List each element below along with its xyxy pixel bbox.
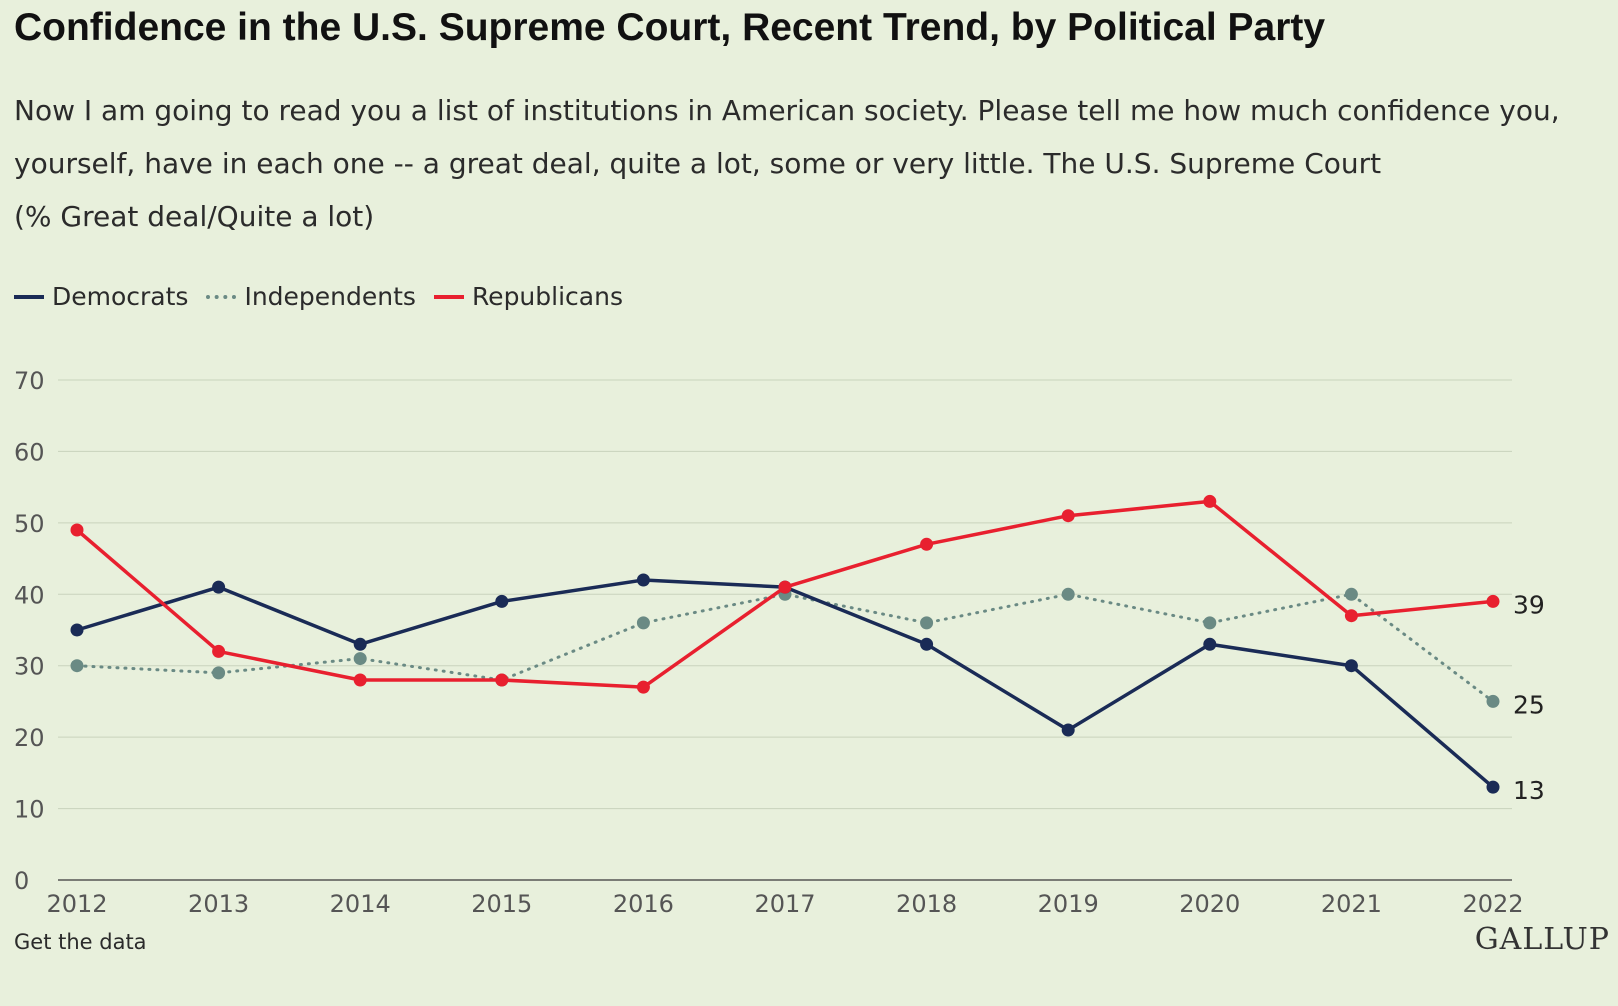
subtitle-line: (% Great deal/Quite a lot) [14, 200, 375, 233]
subtitle-line: Now I am going to read you a list of ins… [14, 94, 1560, 127]
data-point-independents [1344, 587, 1358, 601]
legend-item-republicans: Republicans [433, 282, 623, 311]
gallup-logo: GALLUP [1474, 922, 1610, 957]
chart-legend: Democrats Independents Republicans [14, 282, 641, 311]
data-point-republicans [1203, 494, 1217, 508]
data-point-independents [1203, 616, 1217, 630]
y-tick-label: 20 [14, 724, 45, 752]
x-tick-label: 2013 [188, 890, 249, 918]
subtitle-line: yourself, have in each one -- a great de… [14, 147, 1382, 180]
data-point-republicans [778, 580, 792, 594]
x-tick-label: 2017 [754, 890, 815, 918]
data-point-republicans [1344, 609, 1358, 623]
x-tick-label: 2020 [1179, 890, 1240, 918]
data-point-independents [920, 616, 934, 630]
y-tick-label: 60 [14, 438, 45, 466]
data-point-republicans [636, 680, 650, 694]
data-point-democrats [353, 637, 367, 651]
data-point-independents [353, 652, 367, 666]
data-point-independents [70, 659, 84, 673]
x-tick-label: 2021 [1321, 890, 1382, 918]
x-tick-label: 2022 [1462, 890, 1523, 918]
data-point-republicans [495, 673, 509, 687]
x-tick-label: 2015 [471, 890, 532, 918]
series-line-independents [75, 592, 1495, 703]
data-point-democrats [212, 580, 226, 594]
data-point-democrats [495, 594, 509, 608]
data-point-republicans [920, 537, 934, 551]
data-point-democrats [1486, 780, 1500, 794]
y-tick-label: 30 [14, 653, 45, 681]
data-point-democrats [1061, 723, 1075, 737]
y-tick-label: 50 [14, 510, 45, 538]
data-point-republicans [70, 523, 84, 537]
y-tick-label: 70 [14, 367, 45, 395]
y-tick-label: 0 [14, 867, 29, 895]
x-tick-label: 2019 [1038, 890, 1099, 918]
series-line-democrats [75, 578, 1495, 789]
data-point-democrats [920, 637, 934, 651]
x-tick-label: 2018 [896, 890, 957, 918]
data-point-independents [1061, 587, 1075, 601]
legend-label: Democrats [52, 282, 189, 311]
y-tick-label: 10 [14, 796, 45, 824]
legend-item-independents: Independents [206, 282, 416, 311]
legend-label: Republicans [471, 282, 623, 311]
legend-item-democrats: Democrats [14, 282, 188, 311]
end-label-republicans: 39 [1513, 590, 1545, 619]
chart-title: Confidence in the U.S. Supreme Court, Re… [14, 6, 1326, 49]
data-point-independents [1486, 694, 1500, 708]
legend-swatch-republicans [433, 294, 464, 299]
data-point-democrats [70, 623, 84, 637]
x-tick-label: 2014 [330, 890, 391, 918]
y-tick-label: 40 [14, 581, 45, 609]
data-point-independents [636, 616, 650, 630]
end-label-independents: 25 [1513, 690, 1545, 719]
data-point-republicans [212, 644, 226, 658]
data-point-independents [212, 666, 226, 680]
end-label-democrats: 13 [1513, 776, 1545, 805]
chart-subtitle: Now I am going to read you a list of ins… [14, 84, 1604, 243]
legend-swatch-democrats [14, 294, 44, 299]
get-data-link[interactable]: Get the data [14, 930, 147, 954]
x-tick-label: 2016 [613, 890, 674, 918]
legend-label: Independents [244, 282, 416, 311]
data-point-republicans [353, 673, 367, 687]
legend-swatch-independents [206, 294, 237, 299]
x-tick-label: 2012 [46, 890, 107, 918]
data-point-democrats [1203, 637, 1217, 651]
data-point-republicans [1486, 594, 1500, 608]
data-point-democrats [636, 573, 650, 587]
data-point-republicans [1061, 509, 1075, 523]
data-point-democrats [1344, 659, 1358, 673]
